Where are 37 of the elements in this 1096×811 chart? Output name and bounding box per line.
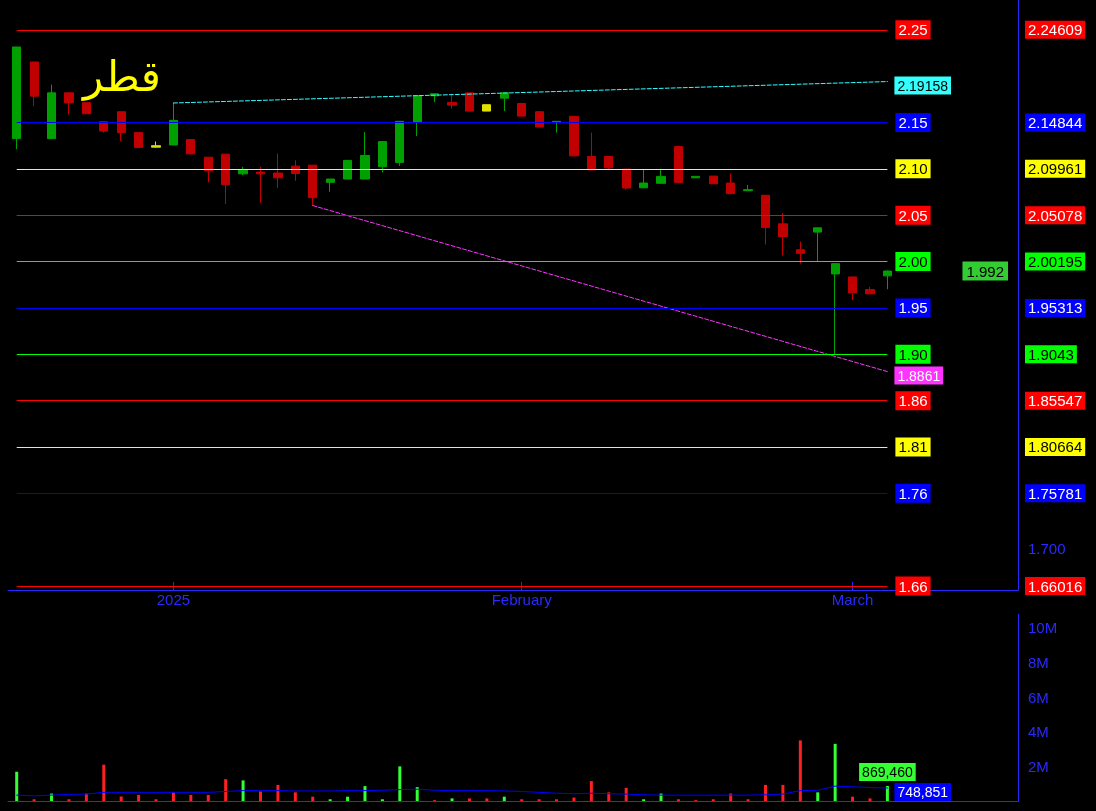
ref-line-label: 2.15: [898, 114, 928, 132]
annotation: 1.992: [966, 262, 1004, 280]
ref-line-label: 1.66: [898, 577, 928, 595]
ref-line-label: 2.05: [898, 206, 928, 224]
x-tick-label: 2025: [156, 591, 191, 608]
ref-line-label: 1.95: [898, 299, 928, 317]
text: قطر: [81, 51, 161, 101]
x-tick-label: March: [831, 591, 874, 608]
x-tick-label: February: [491, 591, 553, 608]
y-tick-label: 1.75781: [1028, 484, 1083, 502]
y-tick-label: 6M: [1028, 688, 1049, 706]
data-label: 2.19158: [897, 77, 949, 94]
y-tick-label: 1.9043: [1028, 345, 1074, 363]
data-label: 869,460: [862, 763, 913, 780]
y-tick-label: 2.14844: [1028, 114, 1083, 132]
y-tick-label: 10M: [1028, 619, 1058, 637]
data-label: 1.8861: [897, 367, 941, 384]
y-tick-label: 4M: [1028, 723, 1049, 741]
y-tick-label: 2M: [1028, 757, 1049, 775]
ref-line-label: 1.76: [898, 484, 928, 502]
y-tick-label: 8M: [1028, 653, 1049, 671]
y-tick-label: 2.09961: [1028, 160, 1083, 178]
ref-line-label: 1.90: [898, 345, 928, 363]
ref-line-label: 2.00: [898, 253, 928, 271]
y-tick-label: 2.00195: [1028, 253, 1083, 271]
y-tick-label: 1.80664: [1028, 438, 1083, 456]
ref-line-label: 1.81: [898, 438, 928, 456]
y-tick-label: 1.95313: [1028, 299, 1083, 317]
y-tick-label: 2.24609: [1028, 21, 1083, 39]
y-tick-label: 1.66016: [1028, 577, 1083, 595]
y-tick-label: 1.85547: [1028, 392, 1083, 410]
ref-line-label: 2.25: [898, 21, 928, 39]
ref-line-label: 1.86: [898, 392, 928, 410]
data-label: 748,851: [897, 784, 949, 801]
y-tick-label: 2.05078: [1028, 206, 1083, 224]
ref-line-label: 2.10: [898, 160, 928, 178]
y-tick-label: 1.700: [1028, 539, 1066, 557]
